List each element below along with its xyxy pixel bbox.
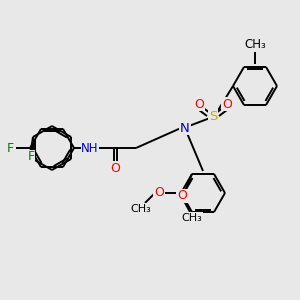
Text: O: O — [194, 98, 204, 110]
Text: O: O — [222, 98, 232, 110]
Text: F: F — [27, 151, 34, 164]
Text: O: O — [154, 187, 164, 200]
Text: N: N — [180, 122, 190, 134]
Text: NH: NH — [81, 142, 99, 154]
Text: O: O — [110, 161, 120, 175]
Text: F: F — [6, 142, 14, 154]
Text: O: O — [177, 189, 187, 203]
Text: S: S — [209, 110, 217, 122]
Text: CH₃: CH₃ — [182, 213, 203, 223]
Text: CH₃: CH₃ — [130, 204, 152, 214]
Text: CH₃: CH₃ — [244, 38, 266, 52]
